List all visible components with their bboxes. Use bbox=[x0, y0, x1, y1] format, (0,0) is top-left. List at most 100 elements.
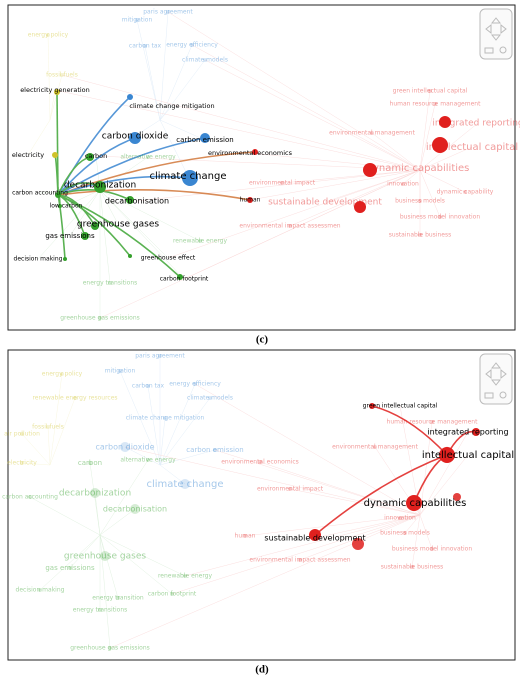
node-label-faded: climate models bbox=[187, 395, 233, 402]
edge bbox=[94, 492, 101, 536]
edge bbox=[99, 534, 119, 599]
node bbox=[130, 504, 140, 514]
edge bbox=[21, 433, 51, 466]
node bbox=[252, 149, 258, 155]
edge bbox=[159, 449, 216, 466]
edge bbox=[99, 534, 173, 595]
node bbox=[20, 461, 24, 465]
edge bbox=[134, 119, 161, 137]
edge bbox=[167, 169, 421, 259]
node bbox=[98, 316, 102, 320]
node bbox=[472, 428, 480, 436]
node bbox=[182, 170, 198, 186]
edge bbox=[57, 137, 206, 196]
node bbox=[288, 224, 292, 228]
node bbox=[203, 58, 207, 62]
node-label: carbon emission bbox=[176, 136, 233, 144]
nav-fit[interactable] bbox=[499, 46, 507, 54]
edge bbox=[159, 119, 206, 141]
node bbox=[60, 372, 64, 376]
edge bbox=[65, 189, 101, 207]
nav-zoom[interactable] bbox=[484, 47, 494, 54]
node bbox=[129, 132, 141, 144]
node bbox=[68, 566, 72, 570]
edge bbox=[194, 383, 421, 516]
node-label: carbon footprint bbox=[160, 276, 209, 283]
edge bbox=[411, 514, 421, 568]
node bbox=[432, 137, 448, 153]
panel-c-frame bbox=[7, 4, 516, 331]
node-label-faded: environmental management bbox=[329, 130, 415, 137]
node-label-faded: air pollution bbox=[4, 431, 40, 438]
edge bbox=[259, 461, 421, 516]
node-label-faded: environmental impact assessmen bbox=[249, 557, 350, 564]
background-edges bbox=[27, 11, 479, 319]
node-label-faded: decision making bbox=[16, 587, 65, 594]
node bbox=[401, 182, 405, 186]
node bbox=[52, 152, 58, 158]
node bbox=[108, 281, 112, 285]
node bbox=[86, 153, 94, 161]
node bbox=[55, 192, 61, 198]
node bbox=[418, 233, 422, 237]
node bbox=[135, 18, 139, 22]
edge bbox=[57, 194, 181, 278]
node bbox=[38, 588, 42, 592]
node bbox=[146, 458, 150, 462]
edge bbox=[419, 421, 433, 516]
node-label-faded: sustainable development bbox=[268, 198, 382, 208]
node-label-faded: carbon emission bbox=[186, 446, 243, 454]
node bbox=[183, 574, 187, 578]
edge bbox=[159, 383, 196, 466]
node bbox=[193, 382, 197, 386]
edge bbox=[57, 175, 191, 196]
node-label: greenhouse effect bbox=[141, 255, 196, 262]
node bbox=[352, 538, 364, 550]
caption: (d) bbox=[255, 664, 269, 676]
nav-arrows[interactable] bbox=[485, 362, 507, 386]
node bbox=[243, 534, 247, 538]
nav-zoom[interactable] bbox=[484, 392, 494, 399]
node bbox=[433, 102, 437, 106]
node bbox=[208, 396, 212, 400]
edge bbox=[49, 89, 56, 121]
node-label-faded: intellectual capital bbox=[426, 142, 518, 153]
nav-widget[interactable] bbox=[479, 8, 513, 405]
node-label-faded: fossil fuels bbox=[32, 424, 64, 431]
edge bbox=[99, 169, 421, 319]
edge bbox=[57, 188, 251, 201]
edge bbox=[99, 459, 149, 536]
node-label: decarbonisation bbox=[105, 197, 169, 206]
edge bbox=[99, 189, 119, 225]
node bbox=[158, 354, 162, 358]
nav-box[interactable] bbox=[479, 353, 513, 405]
nav-arrows[interactable] bbox=[485, 17, 507, 41]
edge bbox=[249, 169, 421, 201]
edge bbox=[314, 454, 448, 536]
node-label-faded: mitigation bbox=[122, 17, 153, 24]
edge bbox=[159, 105, 173, 121]
node-label-faded: carbon bbox=[78, 459, 102, 467]
node bbox=[108, 646, 112, 650]
node-label-faded: human resource management bbox=[390, 101, 482, 108]
node bbox=[363, 163, 377, 177]
node bbox=[247, 197, 253, 203]
node-label-faded: energy efficiency bbox=[166, 42, 218, 49]
node-label-faded: electricity bbox=[7, 460, 37, 467]
node-label-faded: human resource management bbox=[387, 419, 479, 426]
edge bbox=[39, 534, 101, 591]
node bbox=[428, 89, 432, 93]
node-label-faded: energy policy bbox=[42, 371, 83, 378]
node-label: climate change mitigation bbox=[129, 102, 214, 110]
node-label: green intellectual capital bbox=[363, 403, 438, 410]
node bbox=[403, 531, 407, 535]
node-label-faded: innovation bbox=[387, 181, 419, 188]
node bbox=[354, 201, 366, 213]
node bbox=[128, 254, 132, 258]
node-label-faded: integrated reporting bbox=[432, 119, 520, 129]
nav-fit[interactable] bbox=[499, 391, 507, 399]
nav-box[interactable] bbox=[479, 8, 513, 60]
node-label-faded: mitigation bbox=[105, 368, 136, 375]
